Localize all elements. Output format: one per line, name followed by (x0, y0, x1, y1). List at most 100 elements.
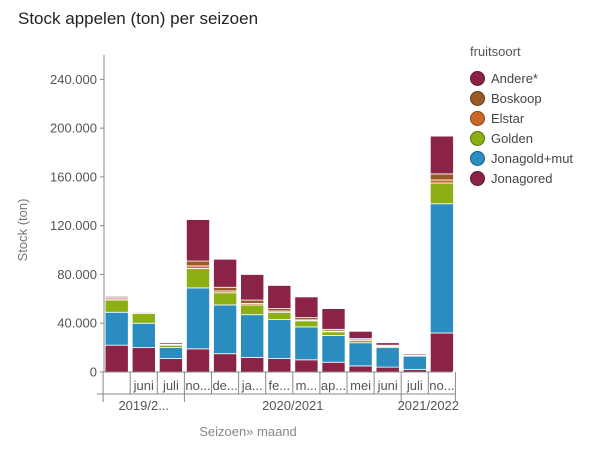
legend-item[interactable]: Jonagored (470, 168, 598, 188)
bar-segment (104, 344, 129, 373)
bar-segment (429, 332, 454, 373)
bar-segment (240, 314, 265, 358)
bar-segment (375, 342, 400, 346)
bar-segment (429, 135, 454, 175)
bar-segment (185, 260, 210, 267)
x-tick-label: mei (350, 378, 371, 393)
legend-item[interactable]: Golden (470, 128, 598, 148)
legend-swatch-icon (470, 90, 485, 106)
bar-segment (240, 356, 265, 373)
bar-segment (213, 353, 238, 373)
y-tick-label: 0 (90, 365, 97, 380)
x-tick-label: no... (429, 378, 454, 393)
legend-title: fruitsoort (470, 44, 521, 59)
bar-segment (240, 304, 265, 316)
bar-segment (185, 348, 210, 373)
bar-segment (429, 179, 454, 184)
group-label: 2019/2... (118, 398, 169, 413)
bar-segment (131, 322, 156, 349)
legend-swatch-icon (470, 110, 485, 126)
legend-label: Boskoop (491, 90, 542, 106)
legend-swatch-icon (470, 150, 485, 166)
bar-segment (213, 286, 238, 292)
bar-segment (131, 347, 156, 373)
bar-segment (104, 299, 129, 313)
bar-segment (294, 320, 319, 328)
y-tick-label: 120.000 (50, 218, 97, 233)
bar-segment (131, 313, 156, 324)
y-tick-label: 200.000 (50, 121, 97, 136)
bar-segment (321, 308, 346, 330)
bar-segment (104, 311, 129, 346)
y-tick-label: 80.000 (57, 267, 97, 282)
bar-segment (294, 296, 319, 319)
bar-segment (375, 366, 400, 373)
bar-segment (402, 355, 427, 370)
x-axis: juni juli no... de... ja... fe... m... ap... mei… (97, 371, 459, 413)
bar-segment (104, 296, 129, 299)
bar-segment (321, 331, 346, 336)
legend-label: Golden (491, 130, 533, 146)
bar-segment (321, 335, 346, 363)
bar-segment (131, 310, 156, 312)
x-tick-label: m... (296, 378, 318, 393)
x-tick-label: juni (133, 378, 154, 393)
y-axis-label: Stock (ton) (15, 199, 30, 262)
bar-segment (375, 347, 400, 368)
legend-label: Jonagored (491, 170, 553, 186)
bar-segment (402, 353, 427, 356)
y-tick-label: 40.000 (57, 316, 97, 331)
bar-segment (348, 365, 373, 373)
x-tick-label: fe... (268, 378, 290, 393)
legend-swatch-icon (470, 130, 485, 146)
group-label: 2020/2021 (262, 398, 323, 413)
y-tick-label: 240.000 (50, 72, 97, 87)
bar-segment (267, 358, 292, 373)
bar-segment (267, 285, 292, 309)
legend-swatch-icon (470, 170, 485, 186)
bar-segment (240, 274, 265, 301)
bar-segment (240, 299, 265, 304)
group-label: 2021/2022 (398, 398, 459, 413)
bar-segment (158, 347, 183, 359)
x-tick-label: ja... (241, 378, 263, 393)
bar-segment (213, 258, 238, 288)
bar-segment (185, 219, 210, 262)
x-tick-label: no... (185, 378, 210, 393)
legend-item[interactable]: Jonagold+mut (470, 148, 598, 168)
bar-segment (429, 182, 454, 205)
bar-segment (429, 173, 454, 181)
x-tick-label: juli (162, 378, 179, 393)
legend-item[interactable]: Boskoop (470, 88, 598, 108)
bar-segment (429, 203, 454, 334)
bar-segment (267, 311, 292, 320)
legend-label: Elstar (491, 110, 525, 126)
bar-segment (294, 359, 319, 373)
bar-segment (348, 342, 373, 367)
legend: fruitsoort Andere* Boskoop Elstar Golden Jon… (470, 44, 598, 188)
bar-segment (158, 358, 183, 373)
bar-segment (185, 287, 210, 350)
x-tick-label: juni (377, 378, 398, 393)
legend-label: Andere* (491, 70, 538, 86)
legend-swatch-icon (470, 70, 485, 86)
bars-layer (104, 135, 454, 373)
chart-title: Stock appelen (ton) per seizoen (18, 9, 259, 28)
x-tick-label: juli (406, 378, 423, 393)
bar-segment (185, 267, 210, 289)
bar-segment (294, 326, 319, 361)
legend-item[interactable]: Andere* (470, 68, 598, 88)
x-tick-label: de... (212, 378, 237, 393)
legend-items: Andere* Boskoop Elstar Golden Jonagold+mut Jo… (470, 68, 598, 188)
bar-segment (348, 330, 373, 339)
bar-segment (321, 361, 346, 373)
bar-segment (267, 319, 292, 359)
legend-label: Jonagold+mut (491, 150, 574, 166)
y-axis: 0 40.000 80.000 120.000 160.000 200.000 240.00… (50, 55, 105, 380)
legend-item[interactable]: Elstar (470, 108, 598, 128)
bar-segment (158, 342, 183, 345)
y-tick-label: 160.000 (50, 169, 97, 184)
bar-segment (213, 304, 238, 355)
x-tick-label: ap... (321, 378, 346, 393)
